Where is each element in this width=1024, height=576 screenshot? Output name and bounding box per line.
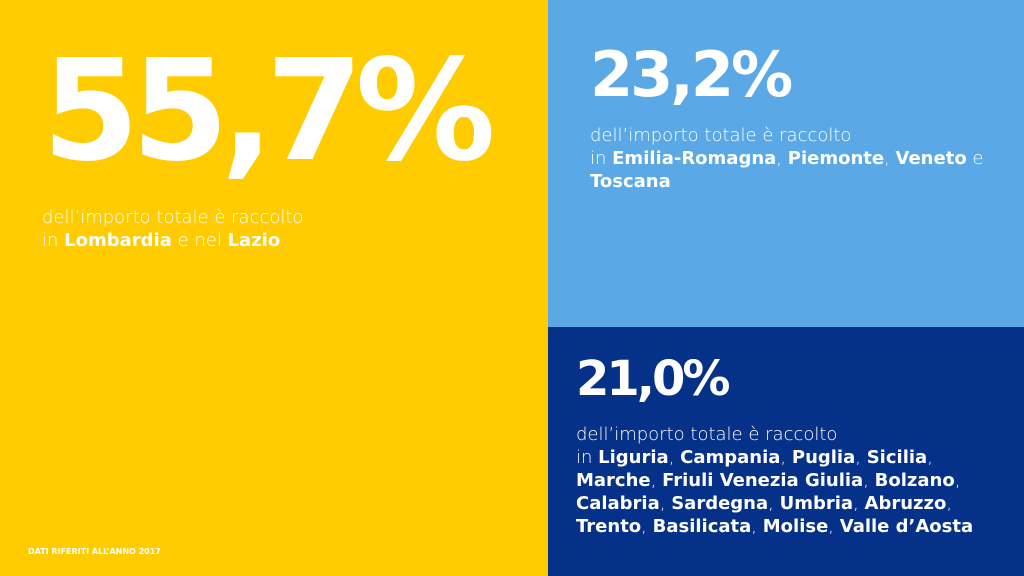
region-name: Liguria (598, 447, 669, 468)
connector: in (576, 447, 599, 468)
connector: , (927, 447, 933, 468)
description-intro: dell’importo totale è raccolto (576, 424, 838, 445)
connector: , (954, 470, 961, 491)
connector: , (668, 447, 681, 468)
region-name: Molise (762, 516, 829, 537)
connector: , (855, 447, 867, 468)
connector: in (590, 148, 613, 169)
description-intro: dell’importo totale è raccolto (42, 207, 304, 228)
region-name: Bolzano (874, 470, 955, 491)
connector: , (780, 447, 792, 468)
connector: , (751, 516, 763, 537)
region-list: in Liguria, Campania, Puglia, Sicilia, M… (576, 446, 1004, 538)
big-percentage: 21,0% (576, 351, 731, 407)
connector: , (828, 516, 840, 537)
region-name: Piemonte (787, 148, 885, 169)
footer-note: DATI RIFERITI ALL’ANNO 2017 (28, 547, 161, 556)
connector: in (42, 230, 65, 251)
big-percentage: 55,7% (42, 30, 496, 193)
connector: , (641, 516, 653, 537)
region-name: Umbria (779, 493, 854, 514)
region-name: Basilicata (652, 516, 752, 537)
description: dell’importo totale è raccolto in Lombard… (42, 206, 548, 252)
description-intro: dell’importo totale è raccolto (590, 125, 852, 146)
connector: , (659, 493, 672, 514)
panel: 21,0% dell’importo totale è raccolto in Li… (548, 327, 1024, 576)
description: dell’importo totale è raccolto in Emilia-… (590, 124, 1024, 193)
connector: e nel (171, 230, 228, 251)
big-percentage: 23,2% (590, 38, 793, 111)
region-name: Toscana (590, 171, 671, 192)
region-name: Lombardia (64, 230, 172, 251)
region-name: Lazio (227, 230, 281, 251)
region-list: in Emilia-Romagna, Piemonte, Veneto e To… (590, 147, 1024, 193)
connector: , (853, 493, 865, 514)
region-name: Abruzzo (864, 493, 947, 514)
connector: , (776, 148, 788, 169)
connector: , (946, 493, 953, 514)
region-name: Emilia-Romagna (612, 148, 777, 169)
connector: , (884, 148, 896, 169)
region-name: Trento (576, 516, 642, 537)
region-name: Puglia (791, 447, 856, 468)
panel: 23,2% dell’importo totale è raccolto in Em… (548, 0, 1024, 327)
region-name: Friuli Venezia Giulia (662, 470, 864, 491)
region-list: in Lombardia e nel Lazio (42, 229, 548, 252)
region-name: Calabria (576, 493, 660, 514)
region-name: Sardegna (671, 493, 769, 514)
region-name: Valle d’Aosta (839, 516, 974, 537)
connector: , (650, 470, 663, 491)
region-name: Sicilia (866, 447, 928, 468)
region-name: Veneto (895, 148, 967, 169)
panel: 55,7% dell’importo totale è raccolto in Lo… (0, 0, 548, 576)
connector: e (966, 148, 984, 169)
connector: , (863, 470, 875, 491)
region-name: Campania (680, 447, 781, 468)
connector: , (768, 493, 780, 514)
region-name: Marche (576, 470, 651, 491)
description: dell’importo totale è raccolto in Liguria… (576, 423, 1004, 538)
